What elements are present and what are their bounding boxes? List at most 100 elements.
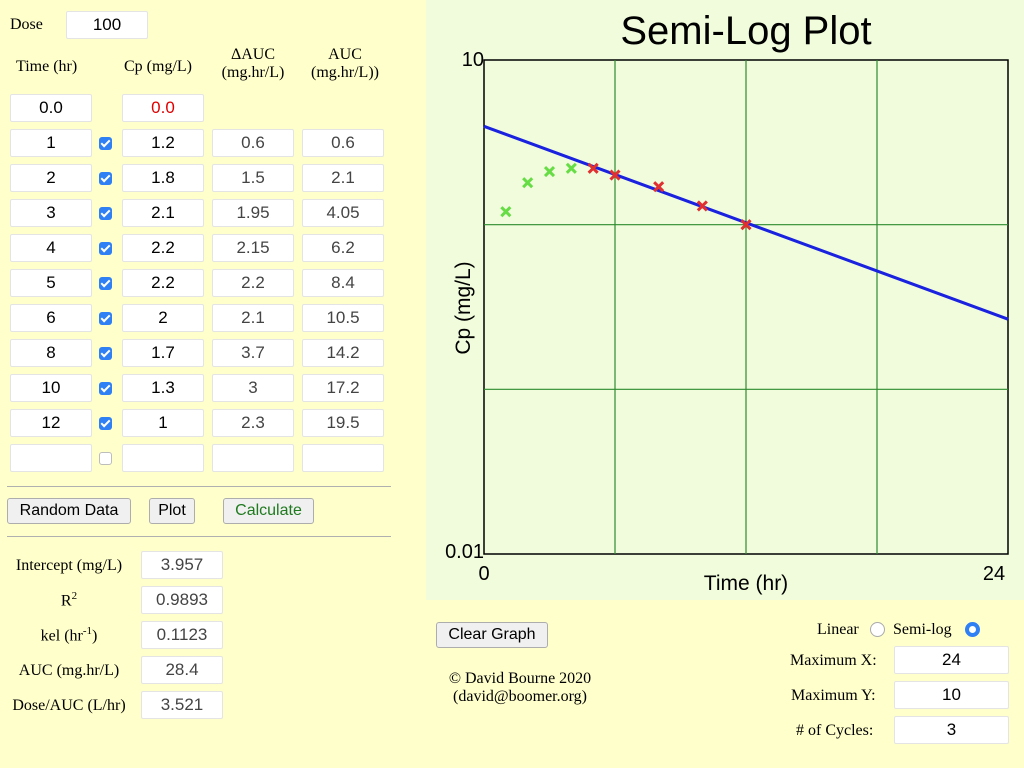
data-point [543, 166, 556, 178]
max-y-label: Maximum Y: [791, 687, 876, 704]
clear-graph-button[interactable]: Clear Graph [436, 622, 548, 648]
auc-value[interactable]: 6.2 [302, 234, 384, 262]
intercept-label: Intercept (mg/L) [15, 557, 123, 574]
plot-button[interactable]: Plot [149, 498, 195, 524]
include-checkbox[interactable] [99, 382, 112, 395]
include-checkbox[interactable] [99, 242, 112, 255]
include-checkbox[interactable] [99, 172, 112, 185]
dauc-value[interactable]: 1.5 [212, 164, 294, 192]
auc-value[interactable]: 17.2 [302, 374, 384, 402]
time-input[interactable]: 1 [10, 129, 92, 157]
time-input[interactable]: 6 [10, 304, 92, 332]
cp-input[interactable]: 2.2 [122, 234, 204, 262]
cycles-input[interactable]: 3 [894, 716, 1009, 744]
dauc-value[interactable]: 3 [212, 374, 294, 402]
r2-value[interactable]: 0.9893 [141, 586, 223, 614]
auc-header: AUC (mg.hr/L)) [300, 46, 390, 82]
auc-header-line1: AUC [328, 46, 362, 63]
x-tick-right: 24 [983, 563, 1005, 585]
dauc-value[interactable]: 3.7 [212, 339, 294, 367]
time-input[interactable]: 12 [10, 409, 92, 437]
cp-input[interactable]: 1.7 [122, 339, 204, 367]
include-checkbox[interactable] [99, 137, 112, 150]
cp-input[interactable]: 1.2 [122, 129, 204, 157]
include-checkbox[interactable] [99, 312, 112, 325]
dauc-header-line1: ΔAUC [230, 46, 276, 63]
semilog-radio[interactable] [965, 622, 980, 637]
include-checkbox[interactable] [99, 452, 112, 465]
include-checkbox[interactable] [99, 277, 112, 290]
cp-input[interactable] [122, 444, 204, 472]
data-point-stroke [740, 219, 752, 231]
cp-input[interactable]: 2.2 [122, 269, 204, 297]
max-y-input[interactable]: 10 [894, 681, 1009, 709]
auc-header-line2: (mg.hr/L)) [311, 64, 379, 81]
time-input-zero[interactable]: 0.0 [10, 94, 92, 122]
y-tick-top: 10 [462, 49, 484, 71]
dauc-header: ΔAUC (mg.hr/L) [212, 46, 294, 82]
auc-value[interactable]: 8.4 [302, 269, 384, 297]
dauc-value[interactable]: 1.95 [212, 199, 294, 227]
data-point-stroke [653, 181, 665, 193]
cp-input[interactable]: 1 [122, 409, 204, 437]
dauc-value[interactable]: 2.15 [212, 234, 294, 262]
max-x-input[interactable]: 24 [894, 646, 1009, 674]
data-point [653, 181, 665, 193]
auc-value[interactable]: 2.1 [302, 164, 384, 192]
dose-auc-value[interactable]: 3.521 [141, 691, 223, 719]
max-x-label: Maximum X: [790, 652, 877, 669]
auc-value[interactable]: 4.05 [302, 199, 384, 227]
divider [7, 486, 391, 487]
dauc-value[interactable]: 2.1 [212, 304, 294, 332]
auc-value[interactable]: 10.5 [302, 304, 384, 332]
dauc-value[interactable] [212, 444, 294, 472]
r2-label-sup: 2 [71, 590, 78, 602]
include-checkbox[interactable] [99, 417, 112, 430]
kel-label: kel (hr-1) [0, 625, 138, 645]
cp-input[interactable]: 2 [122, 304, 204, 332]
dauc-value[interactable]: 0.6 [212, 129, 294, 157]
auc-value[interactable]: 28.4 [141, 656, 223, 684]
auc-value[interactable]: 14.2 [302, 339, 384, 367]
linear-radio[interactable] [870, 622, 885, 637]
dauc-header-line2: (mg.hr/L) [221, 64, 285, 81]
time-input[interactable] [10, 444, 92, 472]
data-point-stroke [565, 162, 577, 174]
random-data-button[interactable]: Random Data [7, 498, 131, 524]
cp-input[interactable]: 1.8 [122, 164, 204, 192]
auc-value[interactable] [302, 444, 384, 472]
include-checkbox[interactable] [99, 207, 112, 220]
y-axis-label: Cp (mg/L) [452, 261, 475, 354]
kel-label-text: kel (hr [40, 627, 83, 645]
kel-label-end: ) [92, 627, 98, 645]
calculate-button[interactable]: Calculate [223, 498, 314, 524]
time-input[interactable]: 10 [10, 374, 92, 402]
time-input[interactable]: 5 [10, 269, 92, 297]
time-input[interactable]: 8 [10, 339, 92, 367]
x-axis-label: Time (hr) [704, 572, 788, 595]
plot-panel: Semi-Log Plot 10 0.01 0 24 Time (hr) Cp … [426, 0, 1024, 600]
include-checkbox[interactable] [99, 347, 112, 360]
time-input[interactable]: 4 [10, 234, 92, 262]
dauc-value[interactable]: 2.2 [212, 269, 294, 297]
data-point-stroke [587, 162, 599, 174]
time-input[interactable]: 2 [10, 164, 92, 192]
data-point-stroke [696, 200, 708, 212]
divider [7, 536, 391, 537]
cp-input[interactable]: 2.1 [122, 199, 204, 227]
time-input[interactable]: 3 [10, 199, 92, 227]
auc-value[interactable]: 0.6 [302, 129, 384, 157]
data-point [609, 169, 621, 181]
chart-marks [500, 162, 752, 231]
cp-input-zero[interactable]: 0.0 [122, 94, 204, 122]
dose-input[interactable]: 100 [66, 11, 148, 39]
auc-value[interactable]: 19.5 [302, 409, 384, 437]
cycles-label: # of Cycles: [796, 722, 874, 739]
dauc-value[interactable]: 2.3 [212, 409, 294, 437]
kel-value[interactable]: 0.1123 [141, 621, 223, 649]
time-header: Time (hr) [16, 58, 78, 75]
cp-input[interactable]: 1.3 [122, 374, 204, 402]
intercept-value[interactable]: 3.957 [141, 551, 223, 579]
auc-label: AUC (mg.hr/L) [18, 662, 120, 679]
data-point [587, 162, 599, 174]
